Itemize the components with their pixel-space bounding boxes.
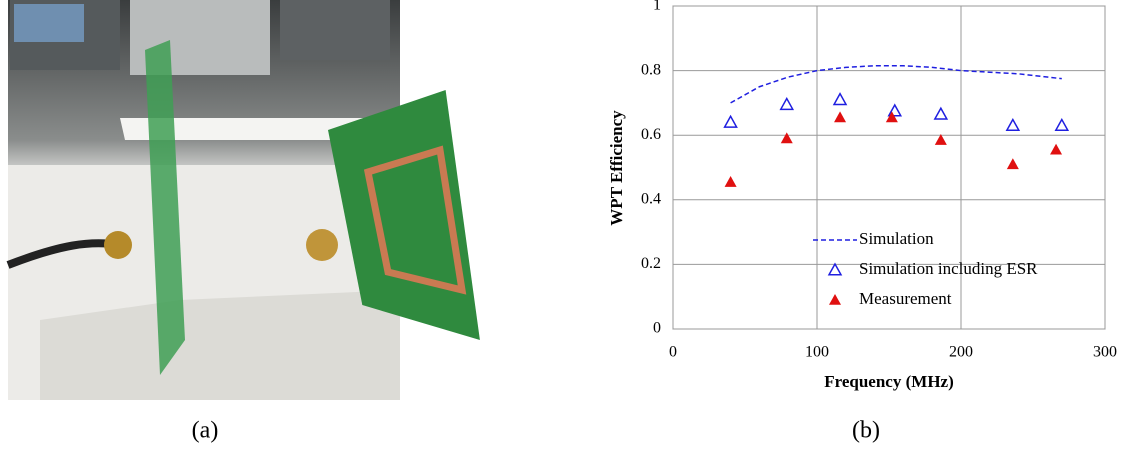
caption: (b) bbox=[852, 418, 880, 444]
series-line bbox=[731, 66, 1062, 103]
legend-swatch bbox=[829, 294, 841, 305]
data-point bbox=[1007, 120, 1019, 131]
data-point bbox=[1056, 120, 1068, 131]
data-point bbox=[781, 132, 793, 143]
data-point bbox=[834, 94, 846, 105]
photo bbox=[8, 0, 480, 400]
data-point bbox=[725, 116, 737, 127]
y-tick-label: 0.2 bbox=[641, 255, 661, 272]
data-point bbox=[1007, 158, 1019, 169]
y-tick-label: 0.4 bbox=[641, 190, 661, 207]
data-point bbox=[935, 108, 947, 119]
x-axis-label: Frequency (MHz) bbox=[824, 372, 954, 391]
figure: (a) (b) Frequency (MHz) WPT Efficiency 0… bbox=[0, 0, 1126, 450]
y-tick-label: 0 bbox=[653, 320, 661, 337]
x-tick-label: 200 bbox=[949, 344, 973, 361]
y-tick-label: 0.8 bbox=[641, 61, 661, 78]
legend-label: Measurement bbox=[859, 289, 952, 308]
data-point bbox=[834, 111, 846, 122]
data-point bbox=[781, 99, 793, 110]
y-tick-label: 0.6 bbox=[641, 126, 661, 143]
plot-frame bbox=[673, 6, 1105, 329]
legend-label: Simulation including ESR bbox=[859, 259, 1038, 278]
y-tick-label: 1 bbox=[653, 0, 661, 14]
data-point bbox=[1050, 144, 1062, 155]
y-axis-label: WPT Efficiency bbox=[607, 110, 626, 226]
x-tick-label: 300 bbox=[1093, 344, 1117, 361]
caption: (a) bbox=[192, 418, 219, 444]
legend-swatch bbox=[829, 264, 841, 275]
x-tick-label: 0 bbox=[669, 344, 677, 361]
data-point bbox=[725, 176, 737, 187]
legend-label: Simulation bbox=[859, 229, 934, 248]
x-tick-label: 100 bbox=[805, 344, 829, 361]
data-point bbox=[886, 111, 898, 122]
